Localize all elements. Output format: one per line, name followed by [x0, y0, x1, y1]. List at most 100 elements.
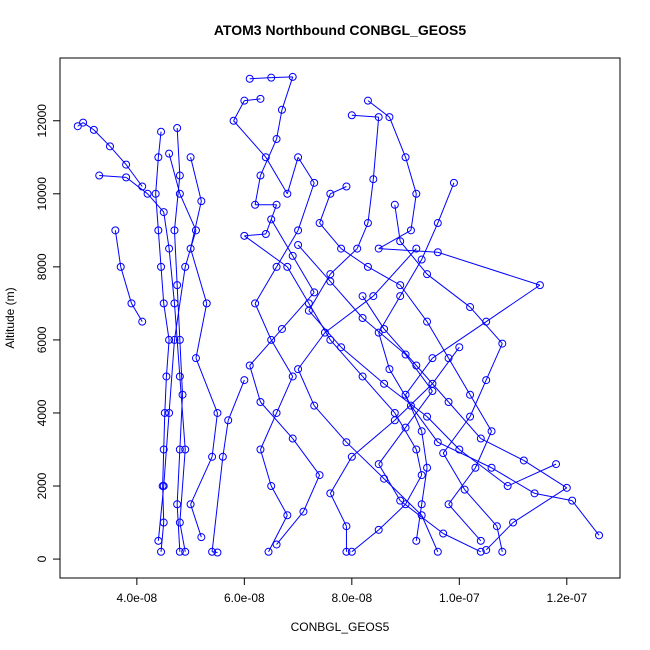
profile-segment — [571, 500, 600, 536]
profile-segment — [399, 284, 428, 322]
data-point — [535, 281, 544, 290]
data-point — [342, 438, 351, 447]
data-point — [186, 500, 195, 509]
data-point — [213, 408, 222, 417]
profile-segment — [179, 339, 184, 395]
profile-series — [186, 153, 222, 542]
profile-segment — [329, 248, 358, 275]
profile-segment — [297, 368, 315, 406]
data-point — [433, 438, 442, 447]
profile-segment — [82, 122, 95, 131]
profile-segment — [367, 266, 401, 286]
profile-segment — [184, 230, 197, 268]
profile-segment — [426, 321, 449, 359]
data-point — [283, 262, 292, 271]
data-point — [240, 96, 249, 105]
data-point — [218, 452, 227, 461]
data-point — [272, 200, 281, 209]
profile-segment — [260, 412, 278, 450]
data-point — [433, 248, 442, 257]
data-point — [417, 255, 426, 264]
data-point — [173, 500, 182, 509]
data-point — [439, 449, 448, 458]
data-point — [299, 507, 308, 516]
profile-segment — [480, 438, 525, 461]
x-axis-label: CONBGL_GEOS5 — [291, 620, 390, 634]
data-point — [433, 219, 442, 228]
profile-segment — [329, 281, 363, 319]
profile-segment — [356, 222, 369, 249]
profile-segment — [157, 230, 162, 267]
data-point — [401, 423, 410, 432]
data-point — [165, 408, 174, 417]
data-point — [342, 547, 351, 556]
profile-segment — [459, 449, 508, 487]
data-point — [294, 365, 303, 374]
profile-segment — [399, 500, 444, 534]
data-point — [552, 460, 561, 469]
data-point — [466, 390, 475, 399]
profile-series — [326, 343, 464, 556]
data-point — [240, 376, 249, 385]
x-tick-label: 4.0e-08 — [117, 591, 158, 605]
profile-segment — [432, 321, 487, 359]
data-point — [358, 292, 367, 301]
profile-segment — [399, 240, 428, 275]
profile-segment — [383, 478, 423, 516]
profile-segment — [405, 474, 423, 505]
profile-series — [304, 111, 561, 491]
data-point — [396, 281, 405, 290]
profile-segment — [372, 248, 417, 297]
data-point — [197, 197, 206, 206]
data-point — [288, 372, 297, 381]
profile-segment — [442, 533, 482, 553]
data-point — [315, 471, 324, 480]
profile-segment — [421, 467, 428, 505]
data-point — [492, 522, 501, 531]
profile-segment — [164, 376, 167, 413]
data-point — [175, 518, 184, 527]
profile-segment — [286, 266, 310, 304]
data-point — [353, 244, 362, 253]
data-point — [304, 306, 313, 315]
profile-segment — [281, 292, 315, 330]
profile-segment — [249, 365, 261, 403]
data-point — [138, 317, 147, 326]
data-point — [369, 175, 378, 184]
data-point — [95, 171, 104, 180]
data-point — [165, 335, 174, 344]
profile-segment — [157, 131, 162, 158]
data-point — [186, 153, 195, 162]
data-point — [213, 548, 222, 557]
profile-series — [358, 292, 571, 554]
profile-segment — [512, 487, 568, 523]
profile-segment — [329, 339, 363, 377]
profile-segment — [259, 449, 272, 487]
profile-segment — [383, 328, 417, 366]
data-point — [449, 178, 458, 187]
profile-series — [245, 215, 324, 549]
profile-segment — [324, 295, 374, 334]
data-point — [208, 547, 217, 556]
data-point — [272, 540, 281, 549]
profile-segment — [147, 193, 165, 213]
data-point — [157, 547, 166, 556]
data-point — [412, 536, 421, 545]
data-point — [151, 189, 160, 198]
data-point — [264, 547, 273, 556]
data-point — [428, 354, 437, 363]
profile-segment — [442, 452, 466, 490]
data-point — [170, 299, 179, 308]
profile-segment — [173, 303, 181, 377]
profile-segment — [421, 431, 428, 468]
profile-segment — [99, 175, 127, 178]
y-axis-label: Altitude (m) — [3, 287, 17, 348]
profile-segment — [394, 204, 401, 242]
data-point — [256, 171, 265, 180]
data-point — [487, 463, 496, 472]
profile-segment — [410, 193, 417, 231]
profile-segment — [351, 419, 396, 458]
profile-segment — [163, 412, 170, 487]
data-point — [369, 292, 378, 301]
data-point — [175, 171, 184, 180]
